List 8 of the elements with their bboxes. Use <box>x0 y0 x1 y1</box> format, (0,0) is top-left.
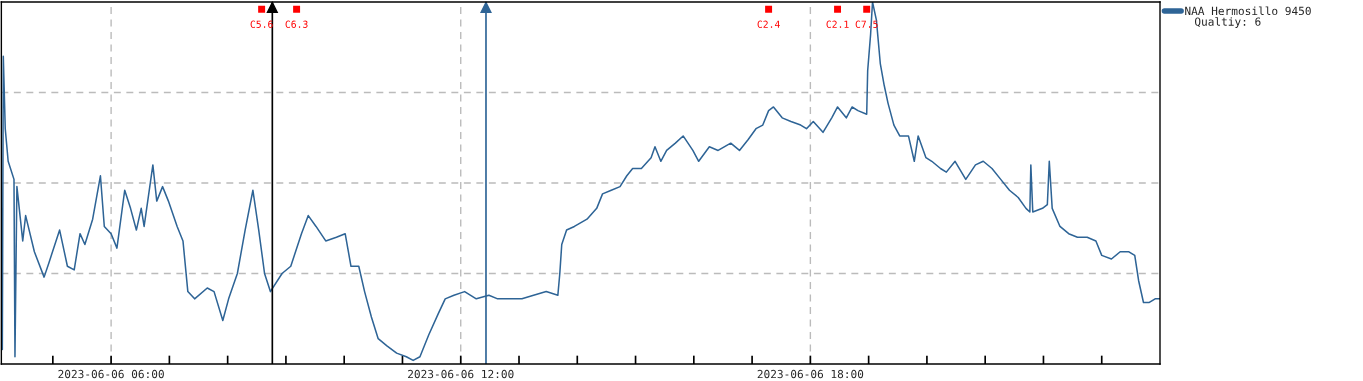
legend-label: NAA Hermosillo 9450 <box>1185 6 1311 16</box>
x-tick-label: 2023-06-06 06:00 <box>58 369 164 379</box>
x-tick-label: 2023-06-06 18:00 <box>757 369 864 379</box>
annotation: C2.4 <box>757 20 780 28</box>
text: Qualtiy: 6 <box>1194 17 1261 28</box>
annotation: C6.3 <box>285 20 308 28</box>
annotation: C2.1 <box>826 20 849 28</box>
x-tick-label: 2023-06-06 12:00 <box>408 369 514 379</box>
